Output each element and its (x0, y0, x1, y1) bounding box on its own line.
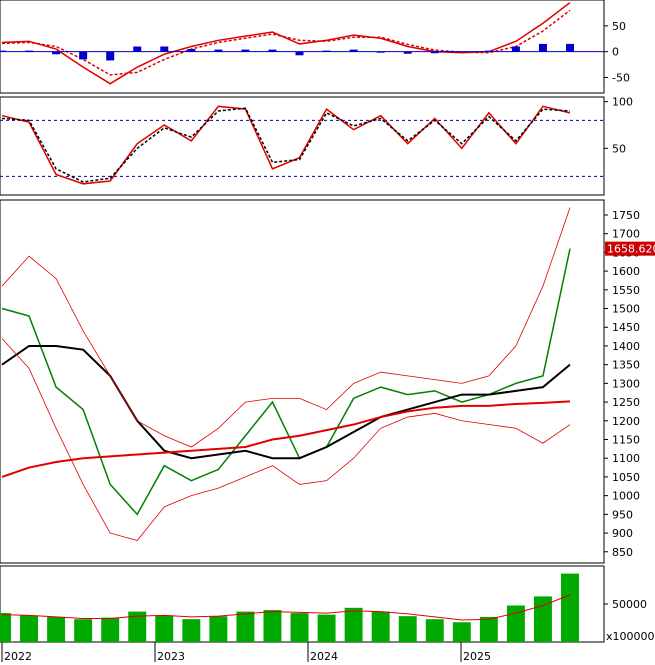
y-tick-label: 1000 (612, 490, 640, 503)
macd-histogram-bar (322, 50, 331, 52)
macd-histogram-bar (25, 50, 34, 52)
k-line (1, 105, 571, 185)
macd-histogram-bar (187, 49, 196, 52)
y-tick-label: 1250 (612, 396, 640, 409)
y-tick-label: 0 (612, 46, 619, 59)
y-tick-label: 1600 (612, 265, 640, 278)
macd-histogram-bar (133, 46, 142, 52)
y-tick-label: 1200 (612, 415, 640, 428)
macd-histogram-bar (538, 43, 547, 52)
panel-volume: 50000 x100000 2022 2023 2024 2025 (0, 565, 655, 663)
panel-frame (0, 0, 605, 94)
macd-histogram-bar (349, 49, 358, 52)
macd-histogram-bar (484, 50, 493, 52)
volume-bar (209, 616, 228, 642)
volume-bar (317, 614, 336, 642)
y-tick-label: 1100 (612, 452, 640, 465)
signal-line (1, 9, 571, 76)
volume-bar (182, 619, 201, 642)
volume-bar (425, 619, 444, 642)
y-tick-label: 1150 (612, 434, 640, 447)
macd-histogram-bar (160, 46, 169, 52)
macd-histogram-bar (295, 51, 304, 56)
macd-histogram-bar (52, 51, 61, 55)
y-tick-label: 1450 (612, 321, 640, 334)
ma50-line (1, 344, 571, 460)
y-tick-label: 1700 (612, 228, 640, 241)
y-tick-label: 1050 (612, 471, 640, 484)
y-tick-label: 950 (612, 508, 633, 521)
x-tick-label: 2024 (310, 650, 338, 663)
volume-bar (533, 596, 552, 642)
panel-frame (0, 96, 605, 196)
macd-line (1, 1, 571, 85)
panel-stochastic: 100 50 (0, 96, 633, 196)
volume-bar (155, 615, 174, 642)
macd-histogram-bar (106, 51, 115, 61)
last-price-label: 1658.620 (607, 243, 655, 256)
macd-histogram-bar (566, 43, 574, 52)
volume-bar (263, 610, 282, 642)
bb_lower-line (1, 338, 571, 542)
d-line (1, 107, 571, 183)
y-tick-label: 1750 (612, 209, 640, 222)
volume-bar (236, 611, 255, 642)
y-tick-label: 100 (612, 96, 633, 109)
volume-bar (20, 615, 39, 642)
macd-histogram-bar (241, 49, 250, 52)
y-tick-label: 50 (612, 20, 626, 33)
x-tick-label: 2022 (4, 650, 32, 663)
macd-histogram-bar (430, 51, 439, 54)
volume-bar (398, 616, 417, 642)
y-tick-label: 1550 (612, 284, 640, 297)
y-tick-label: 850 (612, 546, 633, 559)
volume-bar (561, 573, 579, 642)
macd-histogram-bar (403, 51, 412, 54)
x-tick-label: 2025 (463, 650, 491, 663)
y-tick-label: 50 (612, 142, 626, 155)
y-tick-label: 1300 (612, 377, 640, 390)
macd-histogram-bar (376, 51, 385, 53)
y-tick-label: 1350 (612, 359, 640, 372)
panel-price: 1750170016501600155015001450140013501300… (0, 199, 655, 564)
volume-bar (101, 617, 120, 642)
volume-bar (371, 611, 390, 642)
x-tick-label: 2023 (157, 650, 185, 663)
macd-histogram-bar (214, 49, 223, 52)
macd-histogram-bar (268, 49, 277, 52)
volume-bar (452, 622, 471, 642)
panel-macd: 50 0 -50 (0, 0, 630, 94)
bb_upper-line (1, 207, 571, 448)
volume-bar (479, 616, 498, 642)
volume-bar (344, 607, 363, 642)
macd-histogram-bar (511, 46, 520, 52)
volume-bar (74, 619, 93, 642)
y-tick-label: 50000 (612, 598, 647, 611)
y-tick-label: 1400 (612, 340, 640, 353)
last-price-badge (605, 241, 655, 256)
volume-ma-line (1, 594, 571, 621)
close-line (1, 248, 571, 516)
y-tick-label: 900 (612, 527, 633, 540)
macd-histogram-bar (79, 51, 88, 60)
y-tick-label: -50 (612, 72, 630, 85)
volume-bar (128, 611, 147, 642)
panel-frame (0, 199, 605, 564)
ma200-line (1, 400, 571, 478)
unit-label: x100000 (606, 630, 655, 643)
macd-histogram-bar (0, 50, 6, 52)
volume-bar (0, 613, 11, 642)
volume-bar (47, 616, 66, 642)
y-tick-label: 1500 (612, 303, 640, 316)
volume-bar (290, 613, 309, 642)
